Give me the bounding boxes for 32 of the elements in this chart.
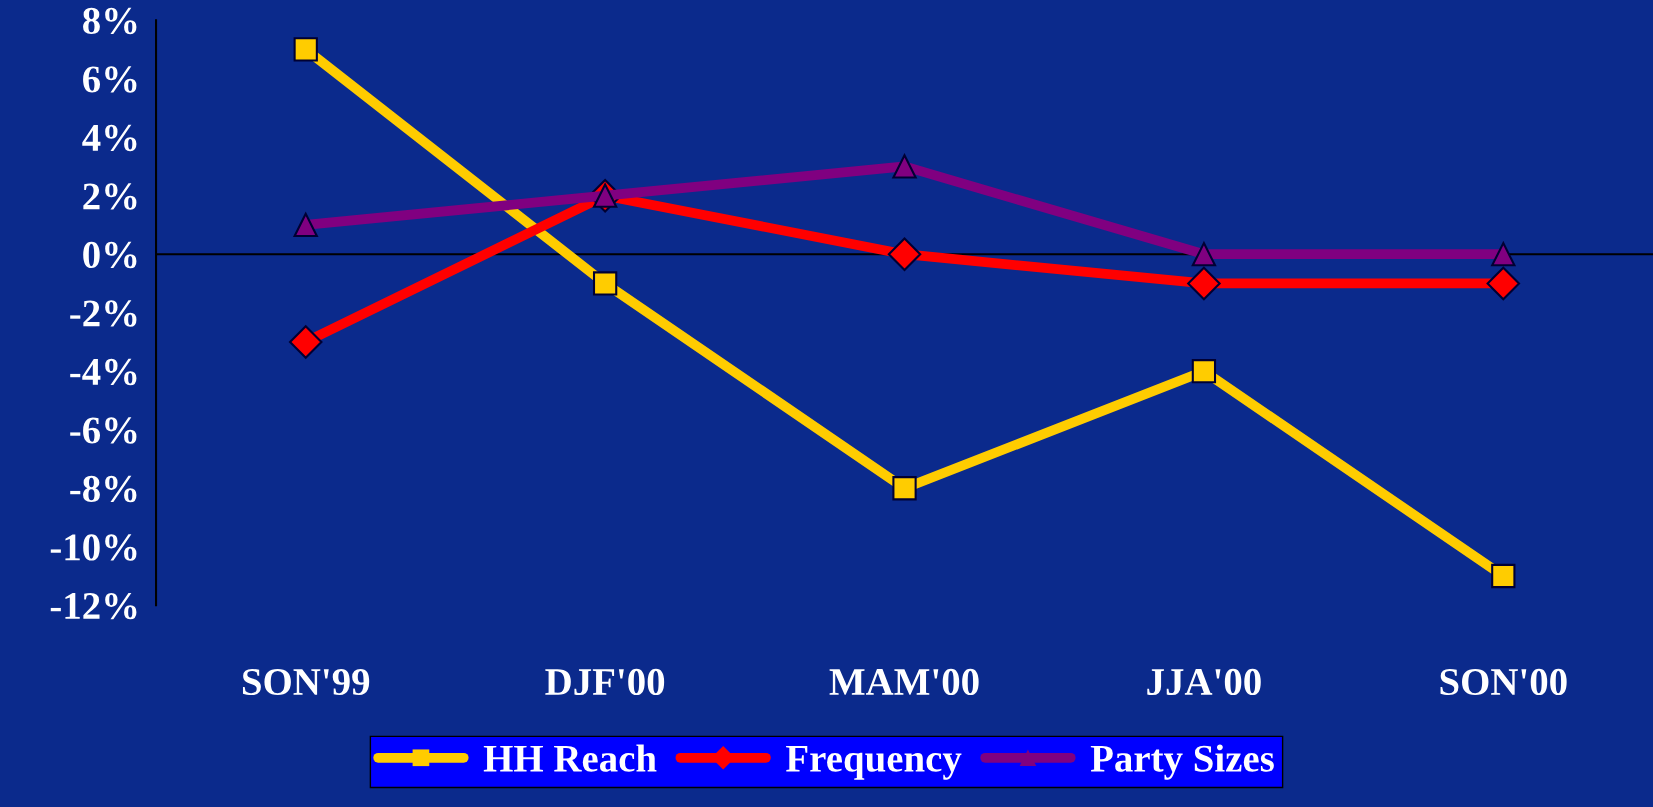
point bbox=[892, 154, 917, 179]
point bbox=[1191, 359, 1217, 384]
y-tick-label: 6% bbox=[83, 66, 137, 93]
point bbox=[892, 476, 917, 501]
point bbox=[1486, 266, 1521, 301]
y-tick-label: 8% bbox=[83, 7, 137, 35]
x-tick-label: DJF'00 bbox=[545, 668, 665, 696]
x-tick-label: JJA'00 bbox=[1147, 668, 1261, 696]
x-tick-label: SON'00 bbox=[1440, 668, 1567, 696]
y-tick-label: -6% bbox=[70, 417, 137, 444]
point bbox=[1191, 242, 1217, 267]
point bbox=[1491, 242, 1516, 267]
y-tick-label: -8% bbox=[70, 475, 137, 503]
x-tick-label: MAM'00 bbox=[829, 668, 979, 696]
point bbox=[592, 271, 618, 296]
y-tick-label: -10% bbox=[50, 534, 137, 561]
y-tick-label: 0% bbox=[83, 241, 137, 269]
x-tick-label: SON'99 bbox=[242, 668, 370, 696]
y-tick-label: 4% bbox=[82, 124, 137, 152]
point bbox=[293, 212, 318, 238]
y-tick-label: -2% bbox=[70, 300, 137, 327]
point bbox=[1187, 266, 1221, 301]
y-tick-label: -4% bbox=[70, 358, 137, 386]
y-tick-label: -12% bbox=[50, 592, 137, 620]
legend-label: HH Reach bbox=[483, 744, 657, 772]
point bbox=[887, 237, 922, 271]
legend-label: Frequency bbox=[786, 745, 962, 780]
y-tick-label: 2% bbox=[83, 183, 137, 210]
legend-label: Party Sizes bbox=[1090, 744, 1274, 780]
point bbox=[293, 37, 318, 62]
point bbox=[1491, 563, 1516, 589]
point bbox=[288, 325, 323, 359]
